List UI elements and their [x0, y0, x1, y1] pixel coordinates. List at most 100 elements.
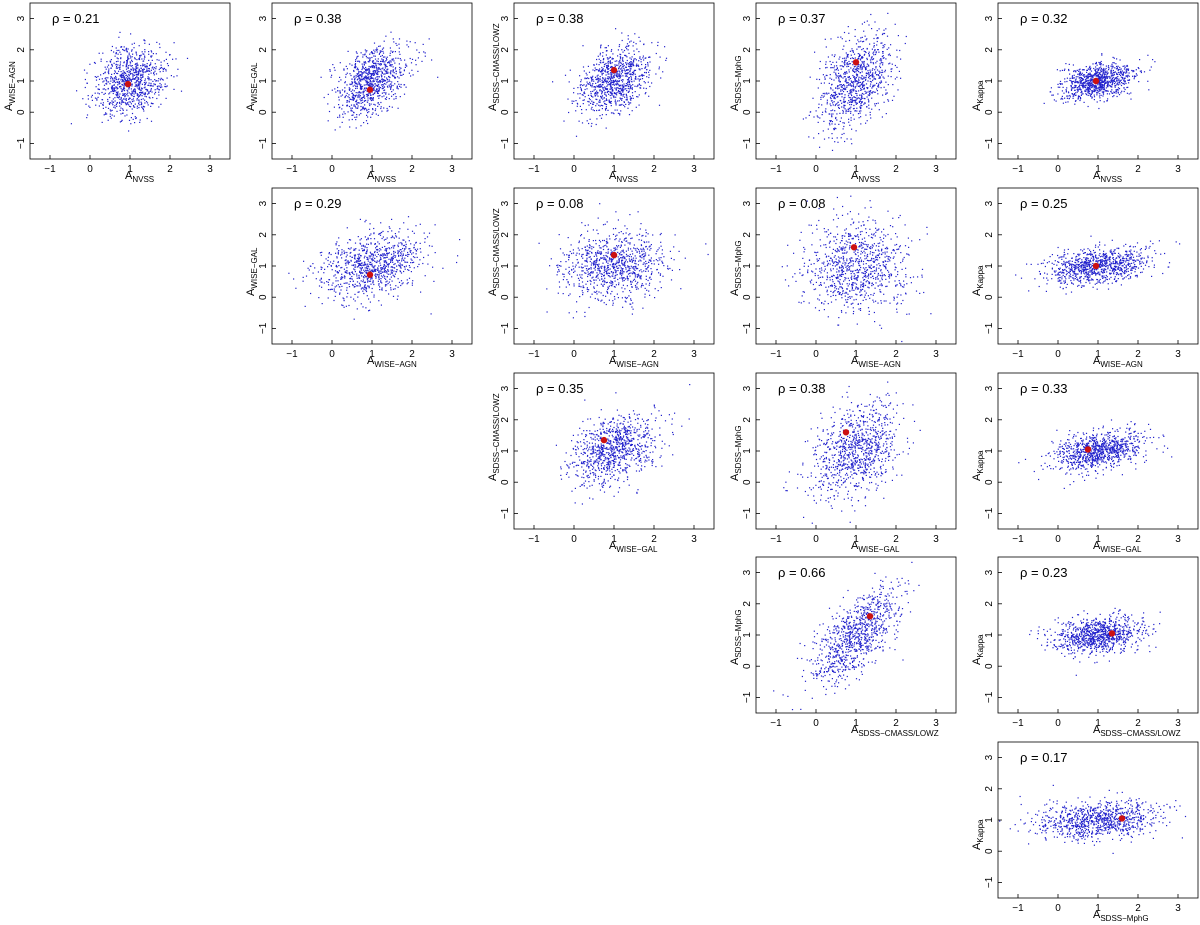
- scatter-point: [374, 274, 376, 276]
- scatter-point: [1091, 85, 1093, 87]
- scatter-point: [373, 265, 375, 267]
- scatter-point: [843, 122, 845, 124]
- scatter-point: [334, 129, 336, 131]
- scatter-point: [1114, 71, 1116, 73]
- scatter-point: [857, 82, 859, 84]
- scatter-point: [620, 62, 622, 65]
- scatter-point: [850, 106, 852, 108]
- scatter-point: [831, 149, 834, 151]
- scatter-point: [1095, 61, 1097, 64]
- scatter-point: [368, 76, 370, 78]
- scatter-point: [1090, 76, 1092, 78]
- scatter-point: [111, 63, 113, 65]
- scatter-point: [349, 126, 351, 128]
- scatter-point: [602, 69, 604, 72]
- scatter-point: [392, 245, 394, 247]
- scatter-point: [1072, 93, 1074, 96]
- scatter-point: [615, 103, 617, 105]
- scatter-point: [603, 82, 605, 84]
- scatter-point: [136, 99, 138, 101]
- scatter-point: [841, 38, 843, 40]
- scatter-point: [853, 107, 855, 110]
- scatter-point: [1123, 87, 1125, 89]
- scatter-point: [392, 84, 394, 87]
- scatter-point: [865, 122, 867, 124]
- scatter-point: [858, 79, 860, 81]
- scatter-point: [870, 83, 872, 85]
- scatter-point: [148, 84, 150, 86]
- scatter-point: [621, 69, 623, 71]
- scatter-point: [1111, 65, 1113, 67]
- scatter-point: [1108, 93, 1111, 95]
- scatter-point: [351, 275, 353, 278]
- scatter-point: [399, 96, 401, 98]
- scatter-point: [113, 73, 115, 75]
- scatter-point: [392, 50, 394, 53]
- y-tick-label: 2: [16, 47, 27, 53]
- scatter-point: [1122, 73, 1124, 75]
- scatter-point: [288, 272, 290, 274]
- scatter-point: [645, 66, 647, 68]
- scatter-point: [124, 93, 126, 95]
- scatter-point: [1070, 89, 1073, 91]
- scatter-point: [128, 101, 130, 103]
- scatter-point: [344, 90, 346, 92]
- scatter-point: [874, 78, 877, 80]
- scatter-point: [640, 58, 642, 61]
- scatter-point: [377, 63, 379, 65]
- scatter-point: [1114, 85, 1116, 87]
- scatter-point: [857, 39, 859, 41]
- scatter-point: [144, 55, 146, 57]
- scatter-point: [575, 110, 577, 112]
- scatter-point: [609, 80, 611, 82]
- scatter-point: [601, 66, 603, 69]
- scatter-point: [624, 70, 626, 72]
- scatter-point: [897, 35, 899, 37]
- scatter-point: [1065, 91, 1067, 93]
- scatter-point: [131, 60, 133, 63]
- scatter-point: [900, 77, 902, 79]
- scatter-point: [881, 116, 883, 118]
- scatter-point: [607, 60, 609, 62]
- scatter-point: [1096, 89, 1098, 91]
- scatter-point: [368, 103, 370, 105]
- scatter-point: [419, 259, 421, 261]
- scatter-point: [397, 88, 399, 90]
- scatter-point: [381, 75, 383, 77]
- scatter-point: [1066, 95, 1068, 97]
- scatter-point: [628, 63, 630, 65]
- scatter-point: [829, 103, 831, 105]
- y-tick-label: 0: [984, 109, 995, 115]
- scatter-point: [1077, 90, 1079, 92]
- scatter-point: [353, 273, 355, 276]
- scatter-point: [118, 83, 120, 85]
- scatter-point: [355, 107, 357, 109]
- scatter-point: [160, 103, 162, 105]
- scatter-point: [1067, 95, 1069, 97]
- scatter-point: [402, 73, 404, 75]
- scatter-point: [612, 88, 614, 90]
- scatter-point: [165, 70, 167, 72]
- scatter-point: [1090, 74, 1092, 76]
- scatter-point: [596, 109, 598, 112]
- scatter-point: [855, 69, 857, 71]
- scatter-point: [142, 53, 144, 55]
- scatter-point: [404, 59, 406, 61]
- scatter-point: [856, 75, 859, 77]
- scatter-point: [866, 63, 868, 65]
- scatter-point: [366, 265, 368, 267]
- scatter-point: [1116, 65, 1118, 68]
- scatter-point: [102, 104, 104, 106]
- scatter-point: [375, 108, 377, 110]
- scatter-point: [1093, 90, 1096, 92]
- scatter-point: [863, 88, 865, 90]
- scatter-point: [1073, 95, 1075, 97]
- scatter-point: [887, 84, 889, 86]
- scatter-point: [854, 81, 856, 83]
- scatter-point: [136, 94, 139, 96]
- scatter-point: [1098, 81, 1100, 83]
- scatter-point: [133, 93, 135, 95]
- scatter-point: [397, 107, 399, 109]
- scatter-point: [331, 74, 333, 76]
- scatter-point: [337, 116, 339, 118]
